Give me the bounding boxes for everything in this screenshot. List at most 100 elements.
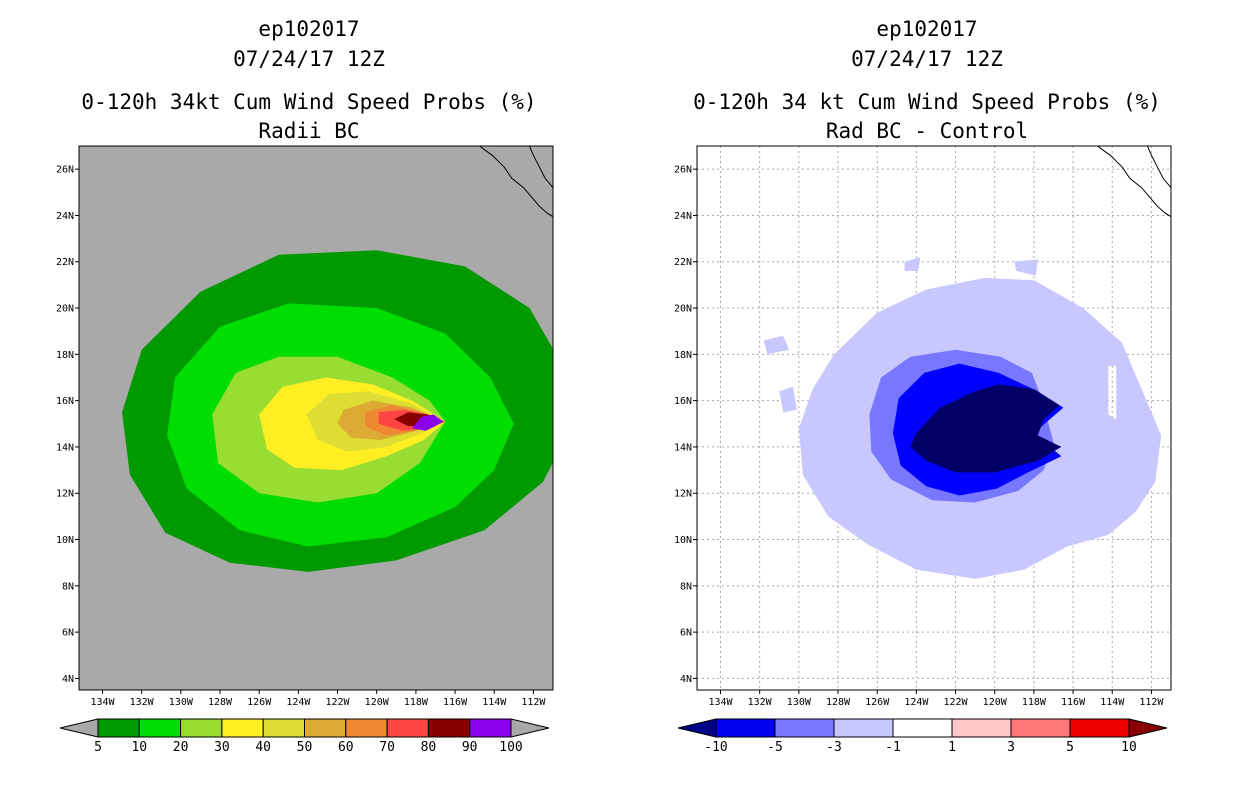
colorbar-swatch-1 [138, 718, 182, 738]
y-tick-label-26N: 26N [56, 165, 74, 176]
right-title: ep102017 07/24/17 12Z 0-120h 34 kt Cum W… [693, 17, 1161, 143]
colorbar-label-10: 10 [1121, 740, 1137, 755]
x-tick-label-124W: 124W [286, 697, 311, 708]
chart-title: 0-120h 34 kt Cum Wind Speed Probs (%) [693, 90, 1161, 114]
x-tick-label-122W: 122W [943, 697, 968, 708]
colorbar-swatch-2 [833, 718, 894, 738]
y-tick-label-12N: 12N [674, 489, 692, 500]
plot-frame [696, 145, 1172, 691]
colorbar-swatch-0 [715, 718, 776, 738]
colorbar-swatch-5 [304, 718, 347, 738]
colorbar-swatch-2 [180, 718, 223, 738]
x-tick-label-118W: 118W [404, 697, 429, 708]
x-tick-label-134W: 134W [90, 697, 115, 708]
left-colorbar: 5 10 20 30 40 50 60 70 80 90 100 [59, 718, 550, 755]
colorbar-swatch-0 [97, 718, 140, 738]
right-colorbar: -10 -5 -3 -1 1 3 5 10 [677, 718, 1168, 755]
y-tick-label-4N: 4N [680, 674, 692, 685]
y-tick-label-20N: 20N [56, 304, 74, 315]
colorbar-label-30: 30 [214, 740, 230, 755]
left-plot-area: 134W 132W 130W 128W 126W 124W 122W 120W 118W 116W… [56, 145, 554, 708]
x-tick-label-112W: 112W [1139, 697, 1164, 708]
y-tick-label-20N: 20N [674, 304, 692, 315]
y-tick-label-6N: 6N [680, 628, 692, 639]
colorbar-low-arrow [677, 718, 717, 738]
colorbar-label-1: 1 [948, 740, 956, 755]
y-tick-label-18N: 18N [674, 350, 692, 361]
colorbar-label-neg1: -1 [885, 740, 901, 755]
left-title: ep102017 07/24/17 12Z 0-120h 34kt Cum Wi… [81, 17, 536, 143]
x-tick-label-120W: 120W [365, 697, 390, 708]
left-chart-radii-bc: ep102017 07/24/17 12Z 0-120h 34kt Cum Wi… [56, 17, 554, 755]
y-tick-label-8N: 8N [680, 581, 692, 592]
colorbar-high-arrow [510, 718, 550, 738]
x-tick-label-134W: 134W [708, 697, 733, 708]
y-tick-label-14N: 14N [56, 442, 74, 453]
coastline-mainland [528, 146, 553, 189]
colorbar-swatch-4 [262, 718, 306, 738]
colorbar-label-70: 70 [379, 740, 395, 755]
x-tick-label-130W: 130W [169, 697, 194, 708]
coastline-mainland [1146, 146, 1171, 189]
x-tick-label-132W: 132W [130, 697, 155, 708]
chart-title: 0-120h 34kt Cum Wind Speed Probs (%) [81, 90, 536, 114]
colorbar-label-5: 5 [1066, 740, 1074, 755]
storm-id: ep102017 [258, 17, 359, 41]
right-chart-rad-bc-minus-control: ep102017 07/24/17 12Z 0-120h 34 kt Cum W… [674, 17, 1172, 755]
colorbar-label-60: 60 [338, 740, 354, 755]
forecast-date: 07/24/17 12Z [233, 47, 385, 71]
y-tick-label-22N: 22N [674, 257, 692, 268]
colorbar-swatch-3 [221, 718, 264, 738]
x-tick-label-126W: 126W [247, 697, 272, 708]
colorbar-label-3: 3 [1007, 740, 1015, 755]
y-tick-label-6N: 6N [62, 628, 74, 639]
storm-id: ep102017 [876, 17, 977, 41]
colorbar-label-100: 100 [499, 740, 522, 755]
contour-neg10 [910, 384, 1062, 473]
y-tick-label-22N: 22N [56, 257, 74, 268]
x-tick-label-132W: 132W [748, 697, 773, 708]
colorbar-swatch-8 [427, 718, 471, 738]
y-tick-label-18N: 18N [56, 350, 74, 361]
colorbar-label-90: 90 [462, 740, 478, 755]
colorbar-label-neg5: -5 [767, 740, 783, 755]
x-tick-label-126W: 126W [865, 697, 890, 708]
contour-90 [412, 414, 444, 431]
y-tick-label-16N: 16N [56, 396, 74, 407]
y-tick-label-14N: 14N [674, 442, 692, 453]
coastline-baja-california [1097, 146, 1171, 218]
chart-subtitle: Radii BC [258, 119, 359, 143]
x-tick-label-118W: 118W [1022, 697, 1047, 708]
colorbar-label-neg3: -3 [826, 740, 842, 755]
y-tick-label-24N: 24N [674, 211, 692, 222]
colorbar-swatch-6 [345, 718, 388, 738]
plot-frame [78, 145, 554, 691]
x-tick-label-114W: 114W [482, 697, 507, 708]
x-tick-label-128W: 128W [208, 697, 233, 708]
colorbar-label-neg10: -10 [704, 740, 727, 755]
x-tick-label-116W: 116W [1061, 697, 1086, 708]
colorbar-swatch-1 [774, 718, 835, 738]
right-plot-area: 134W 132W 130W 128W 126W 124W 122W 120W 118W 116W… [674, 145, 1172, 708]
colorbar-low-arrow [59, 718, 99, 738]
colorbar-swatch-3 [892, 718, 953, 738]
x-tick-label-114W: 114W [1100, 697, 1125, 708]
y-tick-label-12N: 12N [56, 489, 74, 500]
y-tick-label-10N: 10N [674, 535, 692, 546]
colorbar-swatch-7 [386, 718, 429, 738]
colorbar-label-20: 20 [173, 740, 189, 755]
colorbar-swatch-6 [1069, 718, 1130, 738]
colorbar-label-40: 40 [255, 740, 271, 755]
chart-subtitle: Rad BC - Control [826, 119, 1028, 143]
forecast-date: 07/24/17 12Z [851, 47, 1003, 71]
y-tick-label-10N: 10N [56, 535, 74, 546]
x-tick-label-116W: 116W [443, 697, 468, 708]
x-tick-label-122W: 122W [325, 697, 350, 708]
colorbar-label-50: 50 [297, 740, 313, 755]
y-tick-label-26N: 26N [674, 165, 692, 176]
y-tick-label-24N: 24N [56, 211, 74, 222]
x-tick-label-120W: 120W [983, 697, 1008, 708]
coastline-baja-california [479, 146, 553, 218]
colorbar-label-80: 80 [421, 740, 437, 755]
colorbar-label-5: 5 [94, 740, 102, 755]
